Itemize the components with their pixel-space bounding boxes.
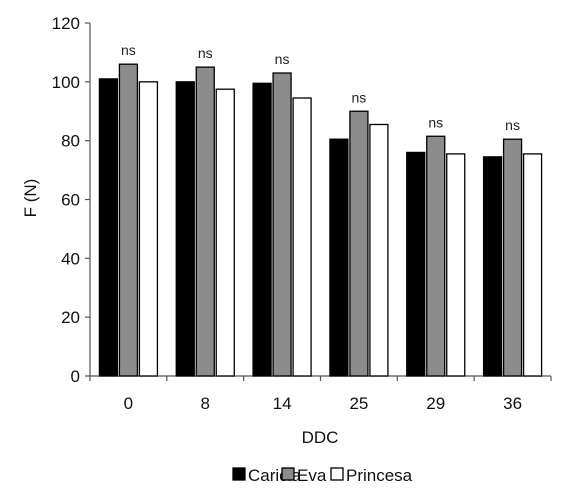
significance-label: ns [428, 114, 443, 130]
x-tick-label: 36 [503, 394, 522, 413]
significance-label: ns [352, 89, 367, 105]
bar-eva-8 [195, 66, 215, 377]
annotations: ns ns ns ns ns ns [121, 42, 520, 133]
bar-caricia-8 [175, 81, 195, 377]
y-tick-label: 100 [52, 73, 80, 92]
bar-eva-36 [502, 138, 523, 377]
bar-princesa-0 [138, 81, 159, 377]
bar-eva-29 [426, 135, 446, 377]
bar-princesa-8 [215, 88, 235, 377]
y-tick-label: 20 [61, 308, 80, 327]
y-tick-label: 60 [61, 191, 80, 210]
bar-princesa-25 [369, 123, 389, 377]
significance-label: ns [198, 45, 213, 61]
y-axis-title: F (N) [21, 179, 40, 218]
x-tick-label: 25 [349, 394, 368, 413]
y-axis: 0 20 40 60 80 100 120 [52, 14, 91, 386]
significance-label: ns [505, 117, 520, 133]
bar-caricia-0 [98, 78, 119, 377]
bar-caricia-36 [482, 156, 503, 377]
bar-caricia-14 [252, 82, 272, 377]
y-tick-label: 80 [61, 132, 80, 151]
significance-label: ns [275, 51, 290, 67]
y-tick-label: 0 [71, 367, 80, 386]
legend-label-princesa: Princesa [346, 466, 413, 485]
legend-swatch-caricia [232, 467, 246, 481]
legend-label-eva: Eva [297, 466, 327, 485]
x-tick-label: 29 [426, 394, 445, 413]
bar-caricia-29 [406, 151, 426, 377]
y-tick-label: 120 [52, 14, 80, 33]
bar-princesa-14 [292, 97, 312, 377]
x-tick-label: 14 [273, 394, 292, 413]
bar-eva-25 [349, 110, 369, 377]
significance-label: ns [121, 42, 136, 58]
x-tick-label: 8 [201, 394, 210, 413]
bars [98, 63, 543, 377]
y-tick-label: 40 [61, 249, 80, 268]
x-axis-title: DDC [302, 428, 339, 447]
bar-caricia-25 [329, 138, 349, 377]
bar-eva-14 [272, 72, 292, 377]
bar-princesa-29 [446, 153, 466, 377]
x-tick-label: 0 [124, 394, 133, 413]
bar-eva-0 [118, 63, 139, 377]
legend-swatch-eva [281, 467, 295, 481]
legend-swatch-princesa [330, 467, 344, 481]
x-axis: 0 8 14 25 29 36 [89, 375, 552, 413]
bar-princesa-36 [522, 153, 543, 377]
